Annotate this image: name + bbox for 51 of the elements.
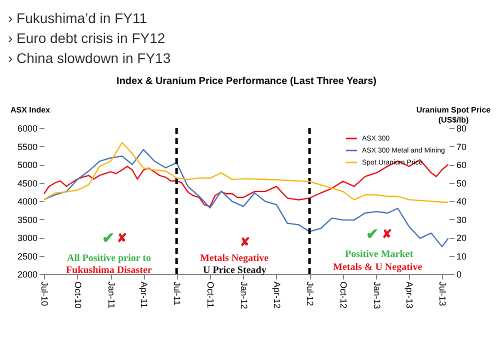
y2-axis-title: Uranium Spot Price (US$/lb) (416, 106, 492, 124)
x-tick-label: Jan-13 (372, 282, 382, 310)
x-tick-label: Jul-13 (438, 282, 448, 306)
x-tick-label: Oct-10 (72, 282, 83, 309)
annotation: All Positive prior to (67, 253, 151, 264)
x-tick-label: Apr-13 (404, 282, 415, 309)
x-tick-label: Apr-11 (139, 282, 150, 308)
y-tick-label: 5500 (17, 142, 38, 152)
annotation: Fukushima Disaster (66, 265, 152, 276)
y2-tick-label: 70 (456, 142, 467, 152)
y-tick-label: 4000 (17, 196, 38, 206)
y2-tick-label: 30 (456, 214, 467, 225)
x-tick-label: Jul-12 (305, 282, 316, 306)
line-series (44, 148, 449, 248)
y2-tick-label: 50 (456, 178, 467, 188)
y-tick-label: 5000 (17, 160, 38, 170)
annotation: ✘ (240, 235, 250, 249)
x-tick-label: Jul-10 (40, 282, 50, 306)
x-tick-label: Apr-12 (272, 282, 282, 309)
annotation: ✘ (117, 231, 127, 245)
y-tick-label: 2000 (17, 270, 38, 280)
y2-tick-label: 0 (456, 270, 462, 280)
text: › Fukushima’d in FY11 (8, 9, 148, 28)
x-tick-label: Jan-11 (106, 282, 116, 308)
y-tick-label: 2500 (17, 251, 38, 262)
y-tick-label: 4500 (17, 178, 38, 188)
line-series (44, 142, 449, 204)
text: › China slowdown in FY13 (8, 49, 171, 68)
annotation: ✘ (382, 227, 392, 241)
x-tick-label: Jan-12 (238, 282, 249, 310)
y2-tick-label: 40 (456, 196, 467, 206)
y-axis-title: ASX Index (10, 106, 51, 114)
annotation: Positive Market (345, 249, 414, 260)
text: › Euro debt crisis in FY12 (8, 29, 166, 48)
x-tick-label: Oct-12 (338, 282, 348, 309)
line-series (44, 159, 449, 208)
annotation: ✔ (366, 227, 379, 243)
y2-tick-label: 60 (456, 160, 467, 170)
annotation: Metals Negative (200, 253, 270, 264)
annotation: ✔ (102, 231, 115, 247)
annotation: U Price Steady (203, 265, 266, 276)
y2-tick-label: 10 (456, 251, 467, 262)
y2-tick-label: 80 (456, 124, 467, 134)
y-tick-label: 6000 (17, 124, 38, 134)
chart-title: Index & Uranium Price Performance (Last Three Years) (116, 76, 376, 87)
annotation: Metals & U Negative (333, 262, 423, 273)
y2-tick-label: 20 (456, 233, 467, 243)
y-tick-label: 3000 (17, 233, 38, 243)
x-tick-label: Jul-11 (172, 282, 182, 306)
x-tick-label: Oct-11 (205, 282, 216, 308)
y-tick-label: 3500 (17, 214, 38, 225)
